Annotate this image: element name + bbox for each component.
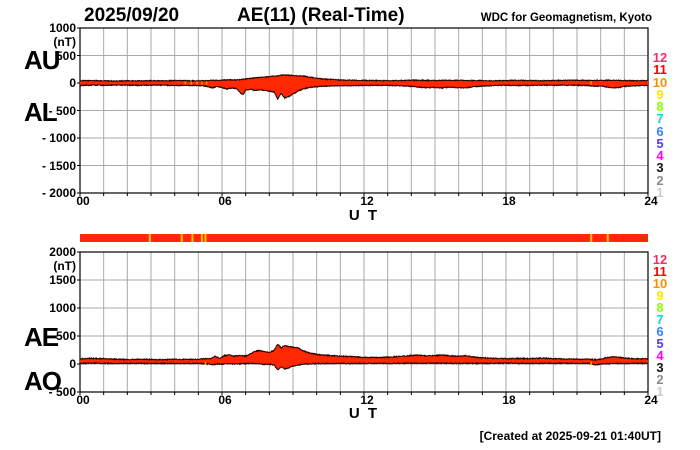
y-tick-label: 1000 <box>49 21 76 35</box>
plot-title: AE(11) (Real-Time) <box>237 5 405 26</box>
ut-axis-label-top: U T <box>348 207 380 224</box>
station-count-5: 5 <box>656 135 664 151</box>
status-bar-gap-mark <box>204 234 207 242</box>
y-tick-label: 0 <box>69 357 76 371</box>
station-count-3: 3 <box>656 160 664 176</box>
status-bar-gap-mark <box>148 234 151 242</box>
y-tick-label: - 2000 <box>41 186 76 200</box>
y-tick-label: - 1000 <box>41 131 76 145</box>
y-tick-label: 500 <box>55 48 76 63</box>
station-count-10: 10 <box>652 276 668 291</box>
station-count-8: 8 <box>656 99 664 115</box>
x-tick-label: 12 <box>360 393 374 407</box>
edge-ao <box>79 361 649 371</box>
plot-credit: WDC for Geomagnetism, Kyoto <box>480 12 652 24</box>
x-tick-label: 24 <box>644 393 658 407</box>
plot-date: 2025/09/20 <box>84 5 180 26</box>
label-au: AU <box>24 45 61 75</box>
x-tick-label: 18 <box>502 393 516 407</box>
station-count-9: 9 <box>656 86 664 102</box>
created-timestamp: [Created at 2025-09-21 01:40UT] <box>479 429 661 443</box>
status-bar-gap-mark <box>590 234 593 242</box>
status-bar-gap-mark <box>191 234 194 242</box>
label-ae: AE <box>24 322 59 352</box>
station-count-8: 8 <box>656 300 664 315</box>
unit-nt-bottom: (nT) <box>53 259 76 273</box>
edge-al <box>79 83 649 101</box>
x-tick-label: 18 <box>502 194 516 208</box>
station-count-11: 11 <box>653 62 667 78</box>
status-bar-gap-mark <box>606 234 609 242</box>
edge-au <box>79 73 649 83</box>
station-count-5: 5 <box>656 336 664 351</box>
x-tick-label: 06 <box>218 393 232 407</box>
station-count-4: 4 <box>656 348 664 363</box>
ut-axis-label-bottom: U T <box>348 405 380 422</box>
y-tick-label: 2000 <box>49 245 76 259</box>
y-tick-label: - 1500 <box>41 158 76 173</box>
station-count-3: 3 <box>656 360 664 375</box>
label-al: AL <box>24 97 58 127</box>
station-count-11: 11 <box>653 264 667 279</box>
x-tick-label: 00 <box>76 393 90 407</box>
station-count-12: 12 <box>652 252 668 267</box>
y-tick-label: 1500 <box>49 273 76 287</box>
y-tick-label: 500 <box>55 329 76 343</box>
y-tick-label: 0 <box>69 76 76 90</box>
x-tick-label: 00 <box>76 194 90 208</box>
station-count-7: 7 <box>656 111 664 127</box>
station-count-7: 7 <box>656 312 664 327</box>
station-count-4: 4 <box>656 148 664 164</box>
station-count-6: 6 <box>656 123 664 139</box>
station-count-12: 12 <box>652 50 668 65</box>
y-tick-label: - 500 <box>48 103 76 118</box>
y-tick-label: 1000 <box>49 301 76 315</box>
y-tick-label: - 500 <box>48 385 76 399</box>
station-count-1: 1 <box>656 185 664 200</box>
status-bar-gap-mark <box>200 234 203 242</box>
edge-ae <box>79 343 649 362</box>
label-ao: AO <box>24 366 62 396</box>
station-count-2: 2 <box>656 372 664 387</box>
status-bar-gap-mark <box>180 234 183 242</box>
unit-nt-top: (nT) <box>53 35 76 49</box>
station-count-2: 2 <box>656 172 664 188</box>
x-tick-label: 06 <box>218 194 232 208</box>
station-count-9: 9 <box>656 288 664 303</box>
station-count-6: 6 <box>656 324 664 339</box>
x-tick-label: 12 <box>360 194 374 208</box>
x-tick-label: 24 <box>644 194 658 208</box>
station-status-bar <box>80 234 648 242</box>
station-count-10: 10 <box>652 74 668 90</box>
station-count-1: 1 <box>656 384 664 399</box>
